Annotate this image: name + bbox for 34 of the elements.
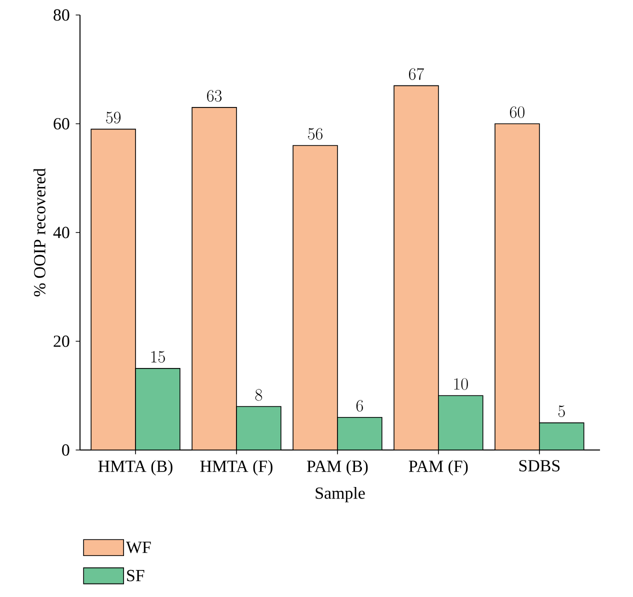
x-tick-label: SDBS — [519, 460, 560, 472]
legend-label: SF — [127, 570, 144, 582]
data-label: 67 — [408, 68, 424, 80]
y-tick-label: 60 — [54, 118, 70, 130]
legend-label: WF — [126, 542, 151, 554]
y-tick-label: 40 — [53, 226, 70, 238]
bar — [192, 107, 237, 450]
x-tick-label: HMTA (B) — [98, 460, 172, 476]
data-label: 5 — [558, 405, 565, 418]
data-label: 15 — [151, 351, 165, 363]
data-label: 63 — [207, 90, 222, 102]
bar — [438, 396, 483, 450]
x-tick-label: PAM (F) — [408, 460, 468, 476]
data-label: 10 — [454, 378, 468, 390]
y-tick-label: 0 — [62, 444, 70, 456]
bar — [136, 368, 180, 450]
y-axis-title: % OOIP recovered — [34, 168, 46, 296]
bar — [494, 123, 540, 450]
data-label: 56 — [308, 128, 322, 140]
y-tick-label: 20 — [54, 336, 70, 347]
data-label: 60 — [510, 106, 524, 118]
data-label: 59 — [106, 112, 121, 124]
bar — [293, 146, 338, 450]
bar — [236, 406, 281, 450]
bar — [539, 422, 584, 450]
x-tick-label: PAM (B) — [306, 460, 368, 476]
x-tick-label: HMTA (F) — [200, 460, 272, 476]
data-label: 6 — [356, 400, 363, 412]
x-axis-title: Sample — [316, 486, 365, 502]
bar — [91, 129, 136, 450]
data-label: 8 — [255, 389, 262, 401]
bar — [394, 86, 438, 450]
y-tick-label: 80 — [54, 9, 70, 21]
bar — [337, 417, 382, 450]
